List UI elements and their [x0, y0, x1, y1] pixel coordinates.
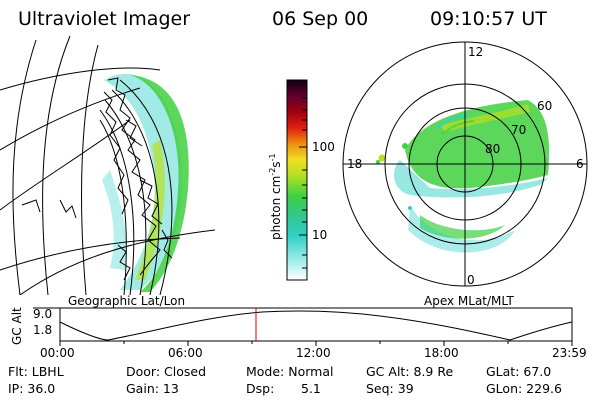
app-title: Ultraviolet Imager: [18, 8, 191, 30]
ip-value: IP: 36.0: [8, 381, 56, 396]
mlt-label-18: 18: [347, 157, 362, 171]
colorbar-label: photon cm-2s-1: [268, 153, 283, 240]
geographic-label: Geographic Lat/Lon: [68, 294, 186, 308]
door-status: Door: Closed: [126, 364, 207, 379]
gc-alt-value: GC Alt: 8.9 Re: [366, 364, 454, 379]
lat-label-70: 70: [511, 123, 526, 137]
polar-labels: 12 18 6 0 60 70 80: [347, 45, 584, 287]
filter-value: Flt: LBHL: [8, 364, 64, 379]
altitude-ylabel: GC Alt: [10, 307, 24, 345]
altitude-ytick-min: 1.8: [33, 323, 53, 337]
time-tick-1800: 18:00: [424, 346, 459, 360]
mlt-label-6: 6: [576, 157, 584, 171]
lat-label-60: 60: [537, 99, 552, 113]
altitude-curve: [59, 310, 573, 341]
colorbar-ticks: [299, 97, 307, 269]
altitude-ytick-max: 9.0: [33, 307, 53, 321]
mode-value: Mode: Normal: [246, 364, 334, 379]
mlt-label-0: 0: [467, 273, 475, 287]
altitude-plot: [33, 307, 573, 346]
colorbar-tick-100: 100: [312, 140, 335, 154]
time-tick-0000: 00:00: [40, 346, 75, 360]
mlt-label-12: 12: [468, 45, 483, 59]
colorbar-unit-s: s: [269, 161, 283, 168]
glat-value: GLat: 67.0: [486, 364, 552, 379]
seq-value: Seq: 39: [366, 381, 414, 396]
polar-plot: [342, 41, 588, 287]
apex-label: Apex MLat/MLT: [424, 294, 514, 308]
date-label: 06 Sep 00: [272, 8, 369, 30]
time-tick-2359: 23:59: [552, 346, 587, 360]
colorbar-unit: photon cm: [269, 175, 283, 240]
colorbar-unit-exp2: -1: [268, 153, 277, 162]
colorbar-unit-exp1: -2: [268, 167, 277, 176]
glon-value: GLon: 229.6: [486, 381, 562, 396]
geographic-map: [0, 35, 215, 295]
time-label: 09:10:57 UT: [430, 8, 547, 30]
dsp-label: Dsp:: [246, 381, 275, 396]
lat-label-80: 80: [485, 142, 500, 156]
time-tick-1200: 12:00: [296, 346, 331, 360]
colorbar-tick-10: 10: [312, 228, 328, 242]
time-tick-0600: 06:00: [168, 346, 203, 360]
gain-value: Gain: 13: [126, 381, 179, 396]
dsp-value: 5.1: [301, 381, 321, 396]
